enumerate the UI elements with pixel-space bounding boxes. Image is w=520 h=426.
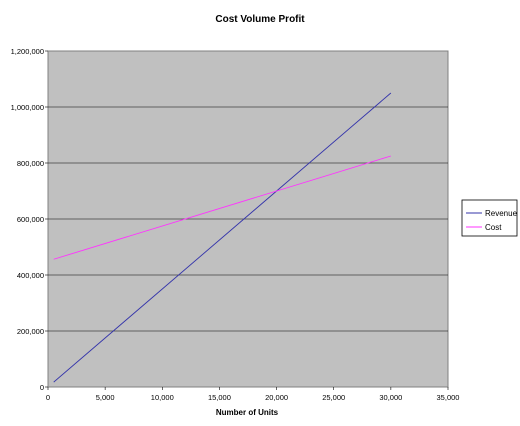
series-lines xyxy=(53,92,392,383)
y-tick-label-4: 800,000 xyxy=(17,159,44,168)
x-tick-label-4: 20,000 xyxy=(265,393,288,402)
grid-lines xyxy=(48,106,448,332)
y-tick-label-2: 400,000 xyxy=(17,271,44,280)
legend-label-cost: Cost xyxy=(485,223,502,232)
y-axis-ticks: 0 200,000 400,000 600,000 800,000 1,000,000 1,… xyxy=(11,47,48,392)
y-tick-label-5: 1,000,000 xyxy=(11,103,44,112)
legend: Revenue Cost xyxy=(461,199,518,237)
x-tick-label-6: 30,000 xyxy=(379,393,402,402)
y-tick-label-1: 200,000 xyxy=(17,327,44,336)
legend-label-revenue: Revenue xyxy=(485,209,518,218)
series-line-cost xyxy=(53,155,391,260)
x-tick-label-5: 25,000 xyxy=(322,393,345,402)
y-tick-label-6: 1,200,000 xyxy=(11,47,44,56)
series-line-revenue xyxy=(53,92,392,383)
y-tick-label-3: 600,000 xyxy=(17,215,44,224)
chart-title: Cost Volume Profit xyxy=(215,14,305,25)
y-tick-label-0: 0 xyxy=(40,383,44,392)
x-axis-title: Number of Units xyxy=(216,408,279,417)
x-tick-label-0: 0 xyxy=(46,393,50,402)
x-tick-label-1: 5,000 xyxy=(96,393,115,402)
x-tick-label-3: 15,000 xyxy=(208,393,231,402)
x-axis-ticks: 0 5,000 10,000 15,000 20,000 25,000 30,000 35,0… xyxy=(46,387,460,402)
x-tick-label-7: 35,000 xyxy=(437,393,460,402)
legend-box xyxy=(461,199,518,237)
x-tick-label-2: 10,000 xyxy=(151,393,174,402)
